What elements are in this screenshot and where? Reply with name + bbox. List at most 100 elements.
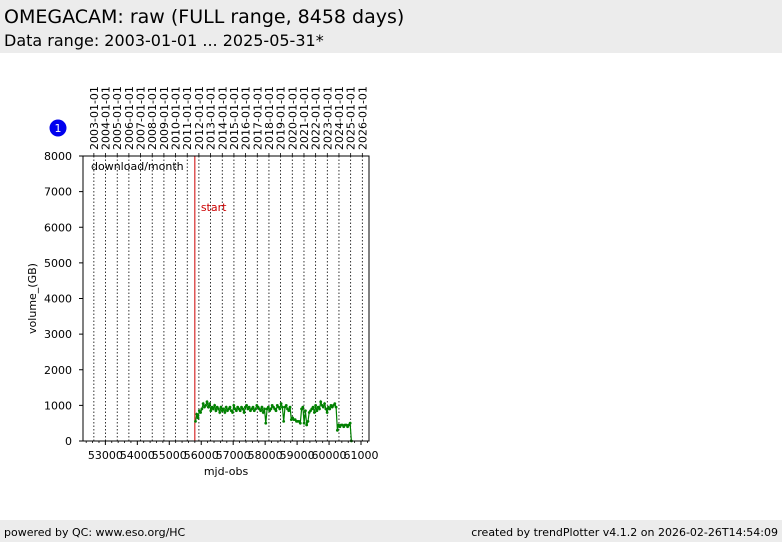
header-bar: OMEGACAM: raw (FULL range, 8458 days) Da… <box>0 0 782 53</box>
date-tick-label: 2018-01-01 <box>263 86 276 150</box>
date-tick-label: 2007-01-01 <box>135 86 148 150</box>
data-point <box>251 405 255 409</box>
data-point <box>284 403 288 407</box>
data-point <box>298 421 302 425</box>
data-point <box>214 409 218 413</box>
data-point <box>318 407 321 411</box>
data-point <box>348 421 352 425</box>
date-tick-label: 2009-01-01 <box>158 86 171 150</box>
data-point <box>325 411 329 414</box>
data-point <box>224 405 228 409</box>
data-point <box>281 405 284 409</box>
x-tick-label: 54000 <box>120 449 155 462</box>
plot-frame <box>82 155 370 442</box>
date-tick-label: 2023-01-01 <box>321 86 334 150</box>
date-tick-label: 2011-01-01 <box>181 86 194 150</box>
data-point <box>201 402 205 405</box>
data-point <box>222 407 226 411</box>
date-tick-label: 2021-01-01 <box>298 86 311 150</box>
data-point <box>200 407 204 411</box>
y-axis: 0 1000 2000 3000 4000 5000 6000 7000 8000 <box>44 150 83 448</box>
data-point <box>196 416 200 420</box>
data-point <box>223 411 227 414</box>
data-point <box>219 405 223 409</box>
data-point <box>241 407 245 411</box>
data-point <box>314 403 318 407</box>
date-tick-label: 2004-01-01 <box>100 86 113 150</box>
data-point <box>232 403 236 407</box>
trend-chart: 1 2003-01-012004-01-012005-01-012006-01-… <box>26 86 379 478</box>
data-point <box>234 409 238 413</box>
x-tick-label: 55000 <box>152 449 187 462</box>
data-point <box>264 421 268 425</box>
y-tick-label: 8000 <box>44 150 72 163</box>
panel-number-badge[interactable] <box>49 119 67 137</box>
data-point <box>274 409 278 413</box>
data-point <box>301 405 305 409</box>
data-point <box>211 407 215 411</box>
data-point <box>311 405 315 409</box>
date-tick-label: 2003-01-01 <box>88 86 101 150</box>
chart-annotation: download/month <box>91 160 184 173</box>
start-marker-label: start <box>201 201 227 214</box>
data-point <box>245 403 249 407</box>
footer-created-by: created by trendPlotter v4.1.2 on 2026-0… <box>471 526 778 539</box>
panel-number-label: 1 <box>55 122 62 135</box>
data-point <box>218 411 222 414</box>
data-point <box>263 407 266 411</box>
data-point <box>209 409 213 413</box>
data-point <box>334 405 338 409</box>
data-point <box>260 405 264 409</box>
date-tick-label: 2016-01-01 <box>240 86 253 150</box>
data-point <box>213 403 217 407</box>
y-tick-label: 7000 <box>44 186 72 199</box>
x-tick-label: 57000 <box>216 449 251 462</box>
data-range-subtitle: Data range: 2003-01-01 ... 2025-05-31* <box>4 31 324 50</box>
y-tick-label: 0 <box>65 435 72 448</box>
data-point <box>288 405 292 409</box>
footer-bar: powered by QC: www.eso.org/HC created by… <box>0 520 782 542</box>
data-point <box>205 400 209 404</box>
x-tick-label: 61000 <box>344 449 379 462</box>
date-tick-label: 2015-01-01 <box>228 86 241 150</box>
y-tick-label: 6000 <box>44 221 72 234</box>
data-point <box>282 420 286 423</box>
date-tick-label: 2022-01-01 <box>310 86 323 150</box>
data-point <box>261 411 265 414</box>
date-tick-label: 2012-01-01 <box>193 86 206 150</box>
date-tick-label: 2010-01-01 <box>170 86 183 150</box>
data-point <box>259 409 263 413</box>
volume-series-points <box>194 400 353 443</box>
data-point <box>194 420 197 423</box>
y-axis-label: volume_(GB) <box>26 263 39 334</box>
data-point <box>204 403 208 407</box>
x-tick-label: 58000 <box>248 449 283 462</box>
date-tick-label: 2013-01-01 <box>205 86 218 150</box>
date-tick-label: 2008-01-01 <box>146 86 159 150</box>
date-tick-label: 2017-01-01 <box>251 86 264 150</box>
data-point <box>242 411 246 414</box>
data-point <box>217 407 220 411</box>
footer-powered-by: powered by QC: www.eso.org/HC <box>4 526 186 539</box>
data-point <box>247 405 251 409</box>
date-tick-label: 2020-01-01 <box>286 86 299 150</box>
data-point <box>324 407 328 411</box>
data-point <box>304 409 307 413</box>
data-point <box>315 409 319 413</box>
y-tick-label: 5000 <box>44 257 72 270</box>
data-point <box>238 409 242 413</box>
x-axis: 5300054000550005600057000580005900060000… <box>85 441 379 462</box>
date-tick-label: 2024-01-01 <box>333 86 346 150</box>
data-point <box>228 405 232 409</box>
date-tick-label: 2014-01-01 <box>216 86 229 150</box>
data-point <box>312 411 316 414</box>
data-point <box>287 409 291 413</box>
x-tick-label: 56000 <box>184 449 219 462</box>
data-point <box>208 402 211 405</box>
x-axis-label: mjd-obs <box>204 465 249 478</box>
data-point <box>306 420 310 423</box>
date-tick-label: 2005-01-01 <box>111 86 124 150</box>
data-point <box>302 421 306 425</box>
data-point <box>254 407 257 411</box>
y-tick-label: 4000 <box>44 293 72 306</box>
